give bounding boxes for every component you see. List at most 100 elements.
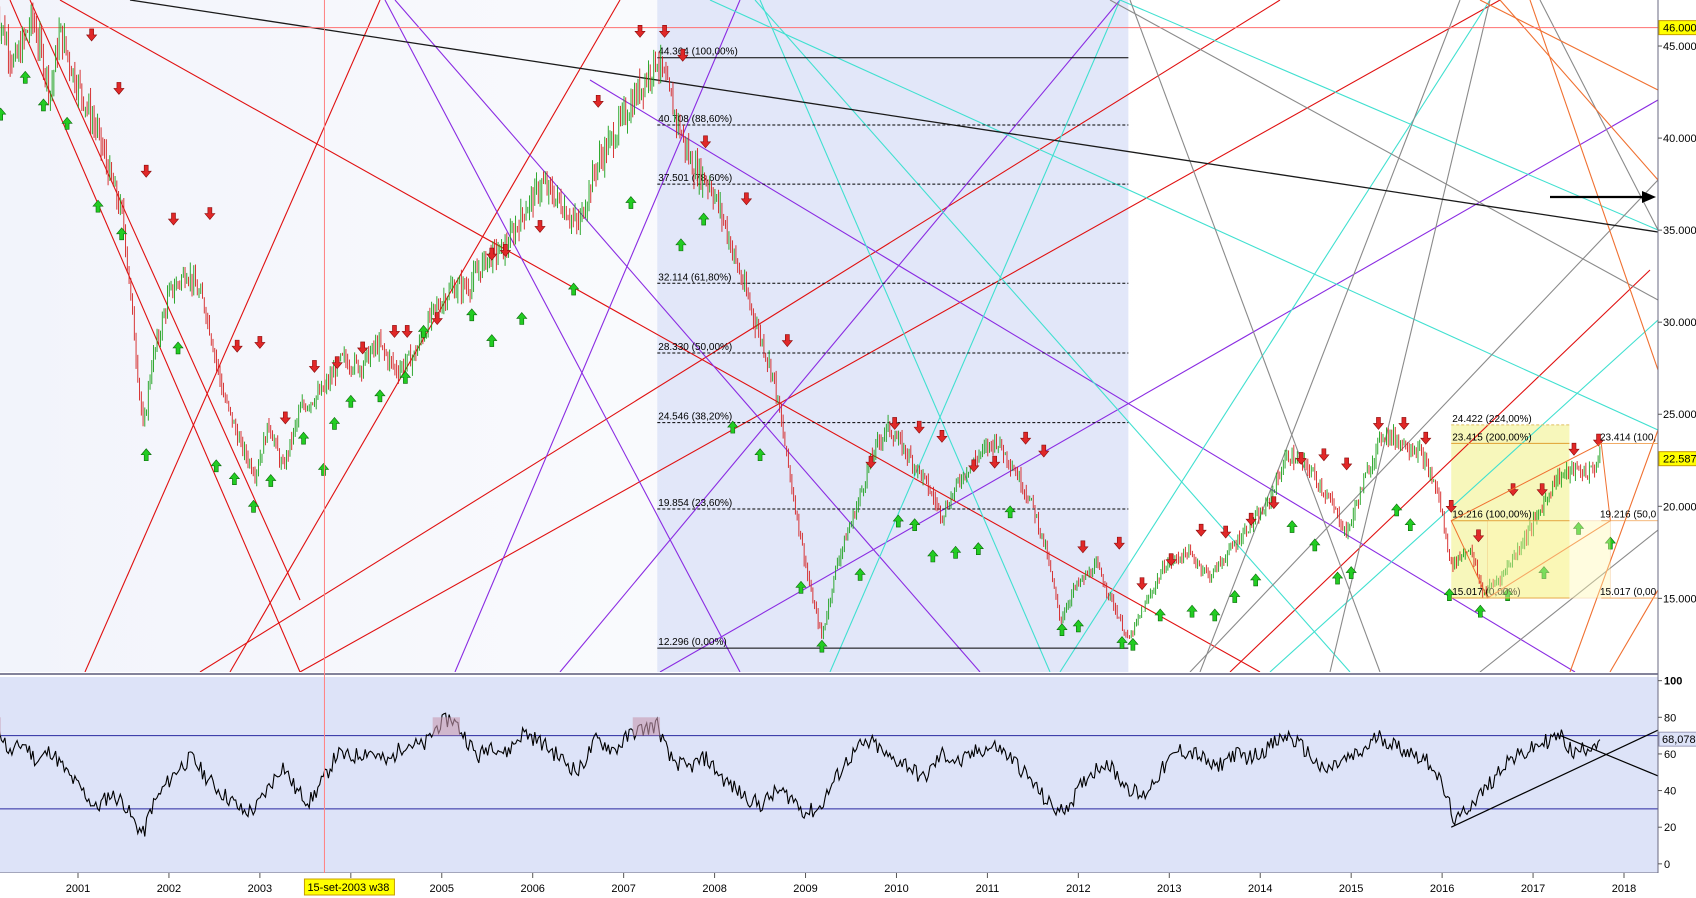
up-arrow	[210, 459, 222, 473]
cursor-date-badge: 15-set-2003 w38	[303, 878, 395, 896]
down-arrow	[968, 459, 980, 473]
down-arrow	[1077, 540, 1089, 554]
up-arrow	[374, 389, 386, 403]
osc-y-tick-label: 60	[1664, 749, 1676, 761]
x-tick-label: 2014	[1248, 883, 1272, 895]
fib-level-label: 19.854 (23,60%)	[658, 498, 732, 509]
up-arrow	[297, 431, 310, 445]
trend-line	[1199, 0, 1461, 672]
x-tick-label: 2016	[1430, 883, 1454, 895]
up-arrow	[1209, 608, 1221, 622]
x-tick-label: 2001	[66, 883, 90, 895]
osc-badge-box	[1658, 731, 1696, 747]
right-level-label: 23.414 (100,	[1600, 432, 1656, 443]
recent-fibonacci-layer: 24.422 (224,00%) 23.415 (200,00%) 19.216 (…	[1450, 414, 1658, 599]
down-arrow	[231, 339, 243, 353]
trend-line	[1539, 0, 1658, 231]
x-tick-label: 2013	[1157, 883, 1181, 895]
down-arrow	[1136, 577, 1148, 591]
trend-line	[709, 0, 1658, 431]
up-arrow	[19, 70, 31, 84]
trend-line	[29, 0, 301, 601]
up-arrow	[909, 518, 921, 532]
down-arrow	[113, 82, 125, 95]
down-arrow	[1268, 496, 1280, 510]
recent-fib-label: 19.216 (100,00%)	[1452, 510, 1532, 521]
trend-line	[1189, 179, 1658, 672]
up-arrow	[1127, 637, 1139, 651]
fib-level-label: 24.546 (38,20%)	[658, 412, 732, 423]
price-badge: 46.000	[1658, 20, 1696, 36]
up-arrow	[1154, 608, 1166, 622]
down-arrow	[1318, 448, 1330, 462]
down-arrow	[1420, 431, 1432, 445]
down-arrow	[989, 455, 1001, 469]
recent-fib-label: 24.422 (224,00%)	[1452, 414, 1532, 425]
fib-level-label: 12.296 (0,00%)	[658, 637, 726, 648]
trend-line	[659, 99, 1658, 672]
up-arrow	[795, 580, 807, 594]
up-arrow	[727, 420, 739, 434]
down-arrow	[308, 360, 321, 373]
down-arrow	[1113, 536, 1125, 550]
up-arrow	[172, 341, 184, 355]
down-arrow	[1568, 442, 1580, 456]
trend-line	[1479, 0, 1658, 91]
trend-line	[1609, 589, 1658, 672]
up-arrow	[1474, 604, 1486, 618]
down-arrow	[486, 247, 498, 261]
down-arrow	[204, 207, 216, 221]
up-arrow	[1331, 571, 1344, 585]
trend-line	[1129, 0, 1381, 672]
down-arrow	[677, 48, 689, 62]
up-arrow	[698, 212, 710, 226]
down-arrow	[499, 244, 512, 257]
trend-line	[394, 0, 981, 672]
up-arrow	[417, 324, 430, 338]
down-arrow	[167, 212, 180, 226]
trend-line	[1119, 0, 1658, 231]
down-arrow	[936, 430, 948, 443]
up-arrow	[37, 98, 50, 112]
up-arrow	[892, 514, 904, 528]
down-arrow	[1340, 457, 1353, 471]
up-arrow	[1056, 623, 1068, 636]
up-arrow	[1072, 619, 1084, 633]
fib-level-label: 28.330 (50,00%)	[658, 342, 732, 353]
up-arrow	[1116, 636, 1128, 649]
down-arrow	[1245, 512, 1257, 526]
osc-y-tick-label: 40	[1664, 786, 1676, 798]
down-arrow	[331, 356, 343, 370]
down-arrow	[913, 420, 925, 434]
up-arrow	[754, 448, 766, 462]
trend-line	[1479, 529, 1658, 672]
down-arrow	[1165, 553, 1177, 567]
up-arrow	[1604, 536, 1617, 550]
up-arrow	[625, 196, 637, 209]
x-tick-label: 2012	[1066, 883, 1090, 895]
oscillator-plot	[0, 712, 1658, 837]
x-tick-label: 2002	[157, 883, 181, 895]
trend-line	[199, 0, 1281, 672]
time-axis-background	[0, 873, 1696, 898]
y-tick-label: 40.000	[1663, 133, 1696, 145]
down-arrow	[1372, 417, 1385, 430]
x-tick-label: 2015	[1339, 883, 1363, 895]
trend-line	[829, 0, 1121, 672]
down-arrow	[431, 312, 443, 325]
trend-line	[1229, 269, 1651, 672]
down-arrow	[592, 94, 604, 108]
up-arrow	[140, 448, 152, 462]
trend-line	[129, 0, 1658, 233]
trend-line	[1529, 0, 1658, 371]
x-tick-label: 2005	[430, 883, 454, 895]
candle-layer	[0, 2, 1601, 640]
up-arrow	[927, 549, 939, 563]
up-arrow	[317, 463, 330, 476]
up-arrow	[116, 227, 128, 241]
trend-line	[384, 0, 741, 672]
osc-badge-text: 68,078	[1662, 734, 1696, 746]
oscillator-panel-background	[0, 677, 1658, 873]
y-tick-label: 20.000	[1663, 501, 1696, 513]
